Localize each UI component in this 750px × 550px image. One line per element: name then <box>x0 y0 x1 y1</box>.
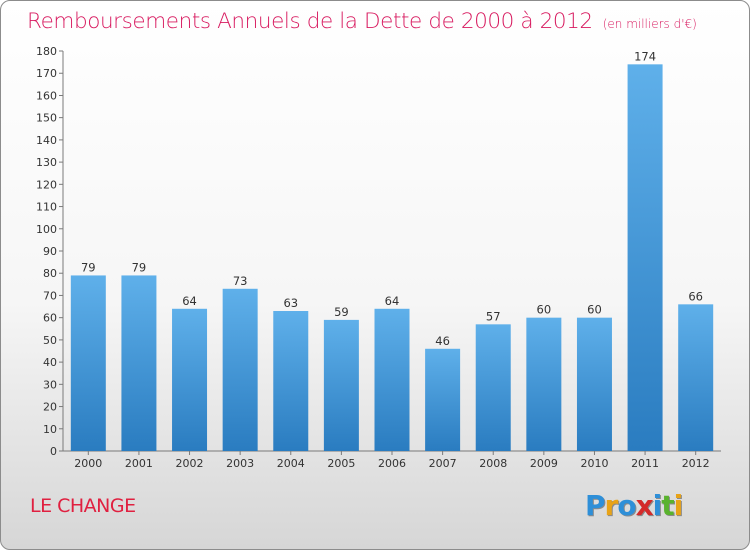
x-tick-label: 2000 <box>74 457 102 470</box>
bar-value-label: 59 <box>334 305 349 319</box>
y-tick-label: 50 <box>43 334 57 347</box>
bar <box>70 275 106 451</box>
y-tick-label: 60 <box>43 312 57 325</box>
bar-value-label: 57 <box>486 309 501 323</box>
bar-value-label: 79 <box>132 260 147 274</box>
y-tick-label: 130 <box>36 156 57 169</box>
proxiti-logo: Proxiti <box>585 489 684 522</box>
y-tick-label: 40 <box>43 356 57 369</box>
x-tick-label: 2009 <box>530 457 558 470</box>
x-tick-label: 2002 <box>176 457 204 470</box>
chart-title: Remboursements Annuels de la Dette de 20… <box>27 9 697 34</box>
x-tick-label: 2006 <box>378 457 406 470</box>
bar <box>323 319 359 451</box>
logo-letter: x <box>635 489 654 522</box>
bar <box>678 304 714 451</box>
bar-value-label: 174 <box>634 49 656 63</box>
logo-letter: o <box>617 489 636 522</box>
bar <box>172 308 208 451</box>
bar-value-label: 73 <box>233 274 248 288</box>
x-tick-label: 2008 <box>479 457 507 470</box>
x-tick-label: 2005 <box>327 457 355 470</box>
x-tick-label: 2010 <box>580 457 608 470</box>
bar <box>222 288 258 451</box>
y-tick-label: 20 <box>43 401 57 414</box>
logo-letter: t <box>661 489 674 522</box>
bar-value-label: 79 <box>81 260 96 274</box>
y-tick-label: 140 <box>36 134 57 147</box>
bar-value-label: 60 <box>537 303 552 317</box>
y-tick-label: 110 <box>36 201 57 214</box>
y-tick-label: 180 <box>36 45 57 58</box>
bar-value-label: 63 <box>283 296 298 310</box>
x-tick-label: 2003 <box>226 457 254 470</box>
y-tick-label: 120 <box>36 178 57 191</box>
bar <box>526 317 562 451</box>
bar-value-label: 64 <box>385 294 400 308</box>
x-tick-label: 2004 <box>277 457 305 470</box>
x-tick-label: 2007 <box>429 457 457 470</box>
bar <box>425 348 461 451</box>
bar <box>121 275 157 451</box>
x-tick-label: 2011 <box>631 457 659 470</box>
logo-letter: i <box>652 489 663 522</box>
bars: 79 79 64 73 63 59 64 46 57 60 60 174 66 <box>70 49 714 452</box>
y-tick-label: 160 <box>36 89 57 102</box>
y-tick-label: 170 <box>36 67 57 80</box>
bar-value-label: 66 <box>688 289 703 303</box>
logo-letter: P <box>585 489 606 522</box>
commune-name: LE CHANGE <box>30 495 136 517</box>
logo-letter: r <box>604 489 619 522</box>
bar <box>475 324 511 451</box>
chart-unit: (en milliers d'€) <box>602 17 697 31</box>
bar-value-label: 64 <box>182 294 197 308</box>
axes: 0 10 20 30 40 50 60 70 80 90 100 110 120 130 140 150 160… <box>36 45 721 470</box>
y-tick-label: 30 <box>43 378 57 391</box>
y-tick-label: 90 <box>43 245 57 258</box>
bar <box>374 308 410 451</box>
x-tick-label: 2001 <box>125 457 153 470</box>
y-tick-label: 70 <box>43 289 57 302</box>
logo-letter: i <box>673 489 684 522</box>
x-tick-label: 2012 <box>682 457 710 470</box>
y-tick-label: 0 <box>50 445 57 458</box>
bar-value-label: 60 <box>587 303 602 317</box>
bar <box>273 311 309 451</box>
bar <box>576 317 612 451</box>
y-tick-label: 80 <box>43 267 57 280</box>
y-tick-label: 10 <box>43 423 57 436</box>
bar-value-label: 46 <box>435 334 450 348</box>
title-text: Remboursements Annuels de la Dette de 20… <box>27 9 593 34</box>
y-tick-label: 100 <box>36 223 57 236</box>
y-tick-label: 150 <box>36 112 57 125</box>
bar <box>627 64 663 452</box>
